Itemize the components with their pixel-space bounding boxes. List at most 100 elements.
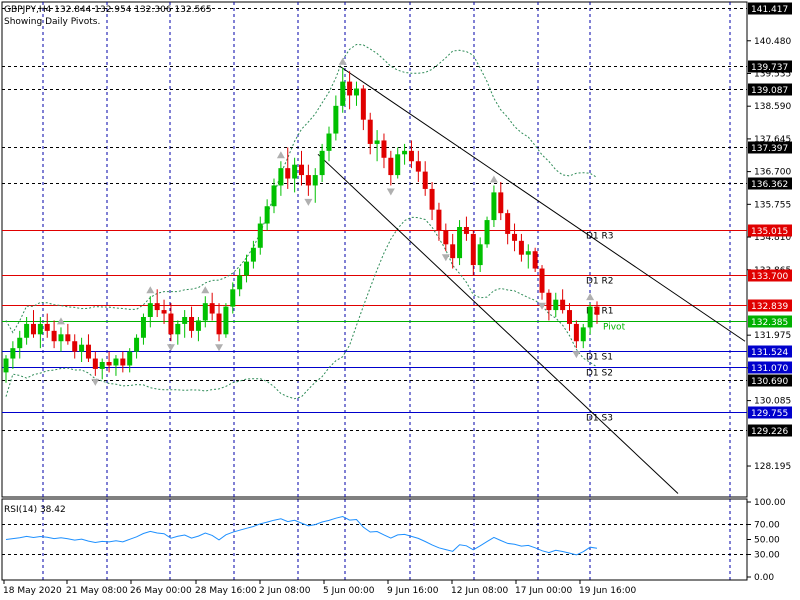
time-tick-label-7: 12 Jun 08:00 — [451, 586, 508, 596]
candle-body-48 — [333, 105, 339, 134]
level-tag-5: 135.015 — [751, 227, 788, 237]
level-tag-13: 129.226 — [751, 427, 788, 437]
candle-body-45 — [312, 175, 318, 186]
candle-body-78 — [539, 268, 545, 293]
rsi-tick-label-1: 70.00 — [754, 521, 780, 531]
candle-body-5 — [37, 323, 43, 335]
candle-body-77 — [532, 251, 538, 269]
candle-body-71 — [491, 192, 497, 221]
candle-body-66 — [457, 227, 463, 259]
level-name-5: D1 R3 — [586, 232, 614, 242]
level-tag-11: 130.690 — [751, 377, 788, 387]
level-name-8: Pivot — [603, 323, 626, 333]
pivot-subtitle: Showing Daily Pivots. — [4, 17, 100, 27]
candle-body-3 — [24, 323, 30, 338]
candle-body-22 — [154, 303, 160, 311]
candle-body-26 — [182, 317, 188, 324]
candle-body-24 — [168, 313, 174, 335]
candle-body-0 — [3, 358, 9, 373]
fractal-0 — [56, 317, 65, 325]
level-name-6: D1 R2 — [586, 277, 614, 287]
candle-body-38 — [264, 206, 270, 224]
time-tick-label-9: 19 Jun 16:00 — [579, 586, 636, 596]
price-tick-label-0: 140.480 — [754, 37, 791, 47]
candle-body-52 — [360, 88, 366, 120]
candle-body-28 — [195, 320, 201, 331]
candle-body-86 — [594, 306, 600, 315]
time-tick-label-8: 17 Jun 00:00 — [515, 586, 572, 596]
candle-body-30 — [209, 303, 215, 314]
candle-body-72 — [498, 192, 504, 214]
candle-body-19 — [134, 337, 140, 352]
candle-body-49 — [340, 81, 346, 106]
level-tag-bg-5 — [748, 224, 792, 237]
channel-lower — [317, 153, 679, 494]
fractal-8 — [166, 344, 175, 352]
fractal-9 — [215, 344, 224, 352]
candle-body-14 — [99, 362, 105, 369]
rsi-tick-label-4: 0.00 — [754, 573, 774, 583]
candle-body-76 — [525, 251, 531, 255]
candle-body-64 — [443, 230, 449, 245]
candle-body-44 — [305, 175, 311, 186]
price-axis: 140.480 139.535 138.590 137.645 136.700 135.7… — [747, 2, 792, 472]
level-tag-bg-3 — [748, 141, 792, 154]
time-tick-label-0: 18 May 2020 — [3, 586, 62, 596]
candle-body-58 — [402, 150, 408, 155]
candle-body-34 — [237, 275, 243, 290]
level-tag-4: 136.362 — [751, 180, 788, 190]
candle-body-6 — [44, 323, 50, 331]
level-tag-bg-11 — [748, 374, 792, 387]
level-tag-bg-6 — [748, 269, 792, 282]
fractal-2 — [201, 286, 210, 294]
level-tag-bg-7 — [748, 299, 792, 312]
channel-upper — [339, 65, 746, 342]
candle-body-51 — [353, 88, 359, 96]
candle-body-75 — [518, 240, 524, 255]
price-tick-label-2: 138.590 — [754, 102, 791, 112]
time-tick-label-2: 26 May 00:00 — [130, 586, 192, 596]
candle-body-31 — [216, 313, 222, 335]
rsi-header: RSI(14) 38.42 — [4, 505, 66, 515]
time-tick-label-1: 21 May 08:00 — [66, 586, 128, 596]
level-tag-12: 129.755 — [751, 409, 788, 419]
time-tick-label-5: 5 Jun 00:00 — [323, 586, 375, 596]
candle-body-36 — [250, 247, 256, 262]
candle-body-9 — [65, 334, 71, 342]
candle-body-67 — [463, 227, 469, 234]
price-tick-label-6: 134.810 — [754, 233, 791, 243]
candle-body-82 — [567, 310, 573, 324]
fractal-3 — [276, 151, 285, 159]
fractal-1 — [146, 286, 155, 294]
symbol-header: GBPJPY,H4 132.844 132.954 132.306 132.56… — [4, 5, 212, 15]
candle-body-35 — [244, 261, 250, 276]
candle-body-74 — [512, 233, 518, 241]
candle-body-10 — [72, 341, 78, 352]
candle-body-23 — [161, 310, 167, 314]
candle-body-56 — [388, 157, 394, 176]
candle-body-57 — [395, 154, 401, 176]
level-tag-bg-10 — [748, 361, 792, 374]
pivot-levels: D1 R3 D1 R2 D1 R1 Pivot D1 S1 D1 S2 D1 S3 — [2, 8, 747, 431]
price-tick-label-10: 130.085 — [754, 397, 791, 407]
time-tick-label-6: 9 Jun 16:00 — [387, 586, 439, 596]
candle-body-54 — [374, 140, 380, 144]
fractal-11 — [386, 188, 395, 196]
time-tick-label-4: 2 Jun 08:00 — [259, 586, 311, 596]
candle-body-84 — [580, 327, 586, 342]
candle-body-68 — [470, 233, 476, 266]
candle-body-17 — [120, 358, 126, 366]
level-tag-bg-8 — [748, 315, 792, 328]
candle-body-42 — [292, 164, 298, 179]
trend-channel — [317, 65, 746, 494]
candle-body-41 — [285, 168, 291, 179]
candle-body-11 — [79, 344, 85, 352]
level-tag-bg-1 — [748, 60, 792, 73]
candle-body-29 — [202, 303, 208, 321]
candle-body-2 — [17, 337, 23, 349]
candle-body-73 — [505, 213, 511, 234]
level-tag-bg-0 — [748, 2, 792, 15]
level-tag-9: 131.524 — [751, 348, 788, 358]
